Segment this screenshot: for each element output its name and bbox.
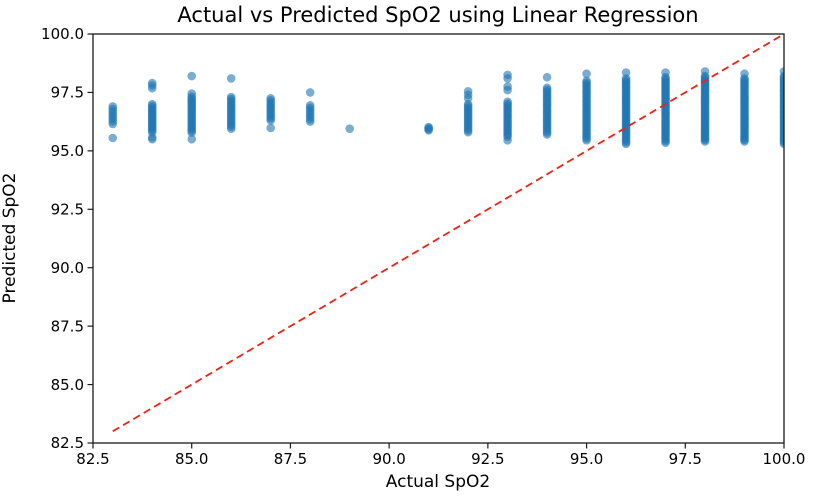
scatter-point [740, 69, 749, 79]
scatter-point [147, 99, 157, 109]
scatter-point [187, 89, 197, 98]
scatter-point [345, 124, 354, 133]
x-tick-label: 100.0 [763, 450, 806, 468]
scatter-point [266, 93, 275, 103]
y-tick-label: 92.5 [51, 200, 84, 218]
identity-line-group [112, 34, 784, 433]
y-axis-label: Predicted SpO2 [0, 172, 20, 304]
x-tick-label: 90.0 [372, 450, 405, 468]
scatter-point [226, 74, 236, 83]
scatter-point [661, 68, 670, 77]
y-tick-label: 85.0 [51, 376, 84, 394]
scatter-point [582, 69, 591, 79]
x-tick-label: 97.5 [669, 450, 702, 468]
scatter-point [305, 100, 315, 110]
scatter-point [700, 67, 710, 76]
scatter-point [147, 78, 157, 88]
scatter-points-group [108, 67, 784, 149]
x-tick-label: 95.0 [570, 450, 603, 468]
scatter-point [108, 102, 118, 111]
scatter-point [226, 92, 236, 102]
scatter-point [266, 123, 275, 133]
plot-area-border [92, 33, 785, 444]
y-tick-label: 97.5 [51, 84, 84, 102]
chart-title: Actual vs Predicted SpO2 using Linear Re… [177, 3, 699, 27]
scatter-point [503, 82, 512, 91]
x-axis-label: Actual SpO2 [385, 472, 491, 492]
y-tick-label: 100.0 [41, 25, 84, 43]
y-tick-label: 82.5 [51, 434, 84, 452]
x-tick-label: 92.5 [471, 450, 504, 468]
x-tick-label: 87.5 [274, 450, 307, 468]
scatter-point [424, 122, 433, 132]
scatter-point [503, 136, 512, 145]
y-tick-label: 90.0 [51, 259, 84, 277]
scatter-point [463, 86, 473, 96]
y-tick-label: 87.5 [51, 317, 84, 335]
scatter-point [503, 70, 512, 80]
x-tick-label: 85.0 [175, 450, 208, 468]
scatter-point [582, 76, 591, 86]
scatter-point [779, 67, 784, 76]
scatter-point [621, 68, 631, 77]
scatter-point [503, 97, 512, 107]
scatter-point [108, 133, 118, 143]
scatter-point [187, 134, 197, 144]
scatter-point [147, 133, 157, 142]
scatter-point [542, 72, 552, 82]
x-tick-label: 82.5 [76, 450, 109, 468]
y-tick-label: 95.0 [51, 142, 84, 160]
scatter-point [305, 88, 315, 97]
identity-line [112, 34, 784, 433]
scatter-point [187, 71, 197, 81]
scatter-point [542, 83, 552, 93]
